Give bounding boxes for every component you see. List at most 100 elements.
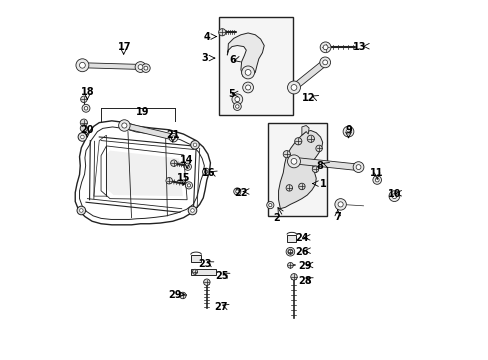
Text: 3: 3	[201, 53, 208, 63]
Polygon shape	[278, 131, 322, 209]
Circle shape	[283, 150, 290, 158]
Circle shape	[82, 104, 90, 112]
Circle shape	[245, 85, 250, 90]
Circle shape	[80, 125, 87, 132]
Circle shape	[190, 140, 199, 149]
Bar	[219, 17, 292, 116]
Circle shape	[298, 183, 305, 190]
Circle shape	[193, 143, 196, 147]
Circle shape	[285, 185, 292, 191]
Text: 28: 28	[298, 276, 312, 286]
Circle shape	[352, 162, 363, 172]
Circle shape	[80, 62, 85, 68]
Circle shape	[119, 120, 130, 131]
Text: 6: 6	[229, 55, 236, 65]
Text: 29: 29	[298, 261, 311, 271]
Circle shape	[294, 138, 301, 145]
Circle shape	[138, 64, 142, 69]
Circle shape	[322, 60, 327, 65]
Polygon shape	[301, 126, 308, 135]
Text: 14: 14	[180, 155, 193, 165]
Text: 19: 19	[135, 107, 149, 117]
Circle shape	[234, 97, 239, 102]
Text: 21: 21	[166, 130, 179, 140]
Circle shape	[233, 103, 241, 111]
Text: 23: 23	[198, 259, 211, 269]
Circle shape	[186, 165, 189, 168]
Circle shape	[81, 135, 84, 139]
Circle shape	[84, 107, 87, 110]
Text: 2: 2	[273, 213, 280, 222]
Circle shape	[290, 85, 296, 90]
Text: 10: 10	[387, 189, 401, 199]
Text: 17: 17	[118, 42, 131, 51]
Polygon shape	[290, 157, 359, 171]
Circle shape	[171, 136, 175, 140]
Bar	[267, 123, 326, 216]
Polygon shape	[105, 150, 183, 196]
Text: 24: 24	[295, 233, 308, 243]
Text: 7: 7	[334, 212, 341, 221]
Polygon shape	[227, 33, 264, 78]
Text: 8: 8	[316, 161, 323, 171]
Circle shape	[321, 43, 329, 51]
Text: 12: 12	[302, 93, 315, 103]
Circle shape	[343, 126, 353, 137]
Circle shape	[184, 163, 191, 170]
Text: 20: 20	[81, 125, 94, 135]
Circle shape	[287, 249, 292, 254]
Polygon shape	[190, 255, 201, 262]
Circle shape	[315, 145, 322, 152]
Circle shape	[187, 184, 190, 187]
Circle shape	[231, 94, 242, 105]
Circle shape	[285, 247, 294, 256]
Text: 11: 11	[370, 168, 383, 178]
Polygon shape	[291, 60, 326, 90]
Circle shape	[388, 191, 399, 202]
Circle shape	[235, 105, 239, 108]
Circle shape	[287, 262, 293, 268]
Text: 26: 26	[295, 247, 308, 257]
Text: 16: 16	[202, 168, 215, 178]
Circle shape	[76, 59, 89, 72]
Circle shape	[372, 176, 381, 184]
Polygon shape	[123, 123, 176, 140]
Circle shape	[143, 66, 147, 70]
Circle shape	[337, 202, 343, 207]
Circle shape	[169, 134, 178, 142]
Circle shape	[77, 206, 85, 215]
Circle shape	[242, 82, 253, 93]
Circle shape	[78, 133, 86, 141]
Circle shape	[80, 209, 83, 212]
Circle shape	[290, 158, 296, 164]
Circle shape	[218, 29, 225, 36]
Text: 29: 29	[167, 291, 181, 301]
Circle shape	[287, 155, 300, 168]
Text: 1: 1	[319, 179, 326, 189]
Text: 27: 27	[214, 302, 227, 312]
Circle shape	[268, 203, 271, 207]
Circle shape	[192, 269, 197, 274]
Circle shape	[391, 194, 396, 199]
Polygon shape	[82, 63, 144, 69]
Text: 9: 9	[345, 125, 351, 135]
Circle shape	[266, 202, 273, 209]
Circle shape	[188, 206, 196, 215]
Circle shape	[170, 160, 177, 166]
Circle shape	[319, 57, 330, 68]
Circle shape	[320, 42, 330, 53]
Circle shape	[306, 135, 314, 142]
Circle shape	[202, 168, 209, 175]
Circle shape	[179, 292, 185, 299]
Circle shape	[190, 209, 194, 212]
Text: 22: 22	[234, 188, 247, 198]
Circle shape	[312, 166, 318, 172]
Circle shape	[80, 119, 87, 126]
Circle shape	[165, 177, 172, 184]
Circle shape	[204, 170, 207, 174]
Polygon shape	[191, 269, 215, 275]
Circle shape	[287, 81, 300, 94]
Circle shape	[241, 66, 254, 79]
Circle shape	[203, 279, 210, 285]
Text: 15: 15	[177, 173, 190, 183]
